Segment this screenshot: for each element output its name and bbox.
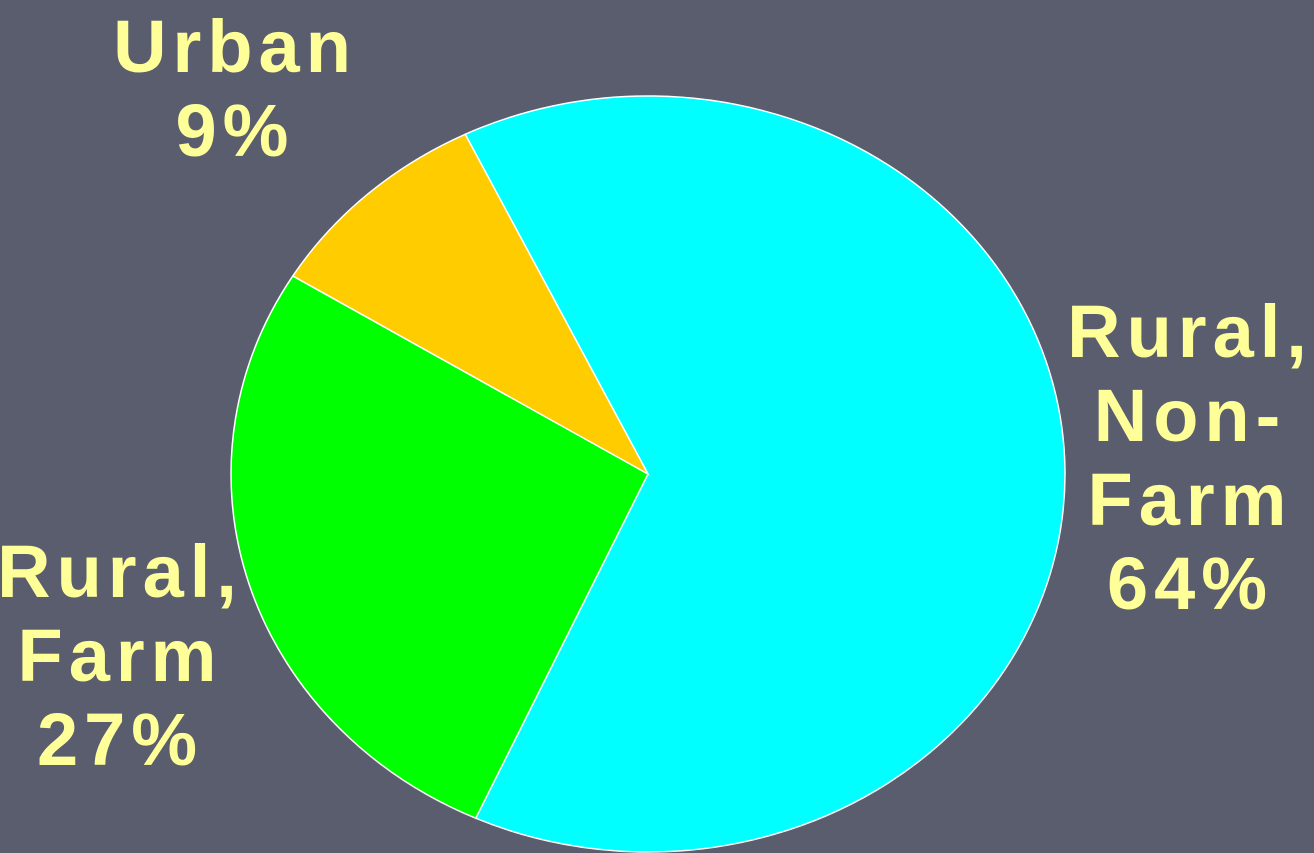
pie-slice [464, 95, 1066, 853]
value-label: 27% [36, 698, 204, 781]
value-label: 9% [175, 89, 295, 172]
slice-label: Rural, Non-Farm 64% [1055, 290, 1314, 626]
pie-slice [291, 133, 650, 476]
slice-label: Rural, Farm 27% [0, 530, 255, 782]
slice-label: Urban 9% [100, 5, 370, 173]
pie-slice [230, 274, 649, 820]
category-label: Urban [113, 5, 357, 88]
value-label: 64% [1106, 542, 1274, 625]
category-label: Rural, Non-Farm [1067, 290, 1313, 541]
category-label: Rural, Farm [0, 530, 243, 697]
